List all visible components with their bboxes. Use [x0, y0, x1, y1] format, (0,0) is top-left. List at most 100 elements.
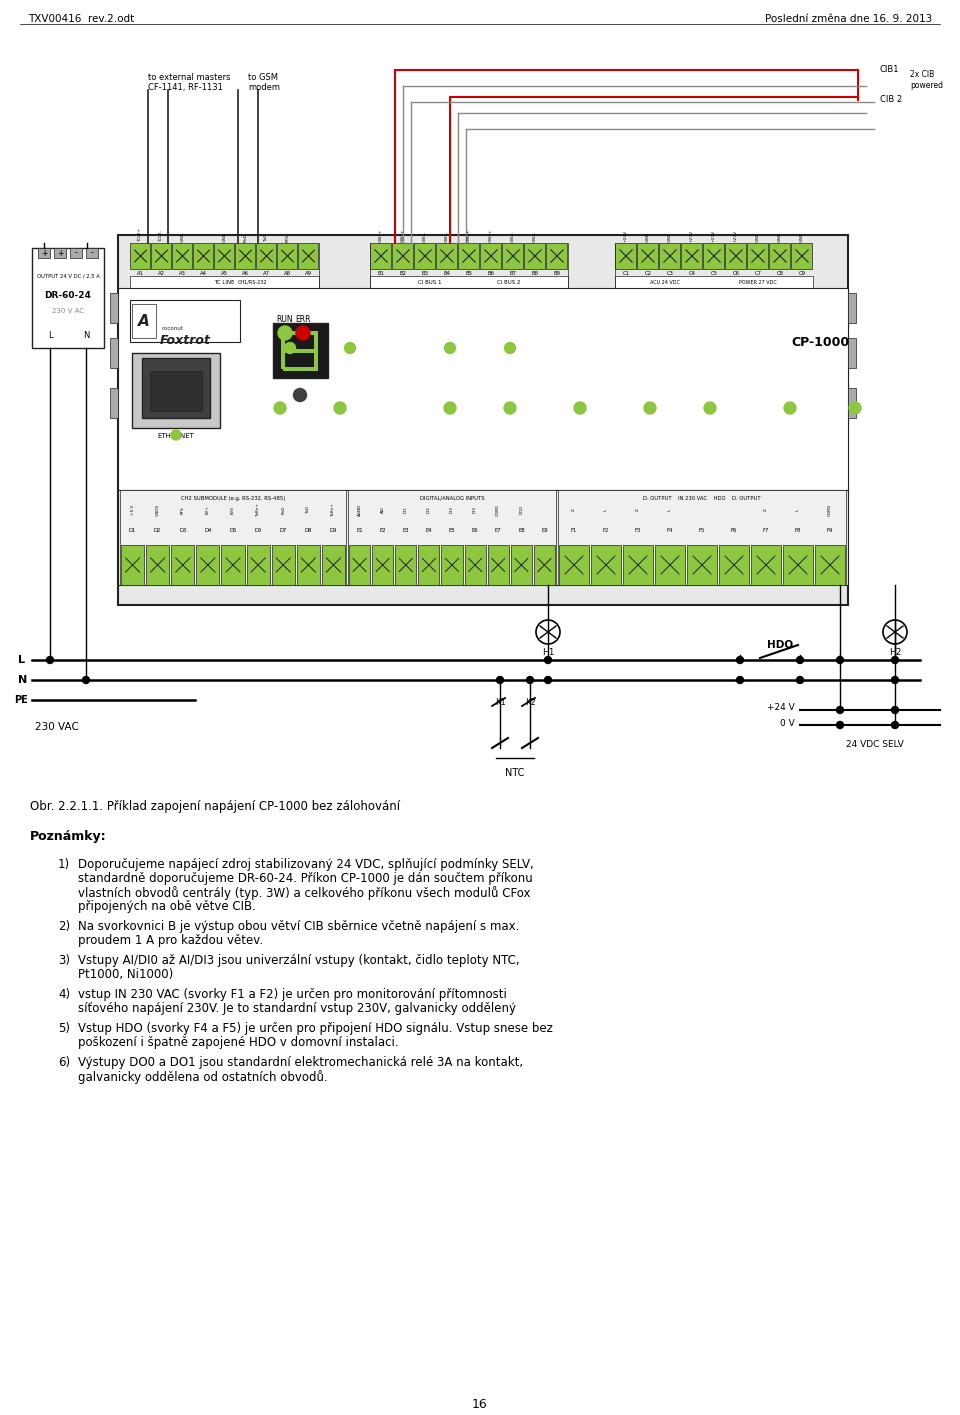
Text: CH1/RS-232: CH1/RS-232	[238, 280, 268, 284]
Bar	[214, 243, 234, 269]
Circle shape	[284, 342, 296, 354]
Text: CIB 2: CIB 2	[880, 95, 902, 105]
Bar	[273, 323, 328, 378]
Text: F5: F5	[699, 528, 706, 533]
Text: CIB1+: CIB1+	[379, 228, 383, 242]
Bar	[502, 243, 523, 269]
Text: CIB1-: CIB1-	[445, 231, 449, 242]
Bar	[524, 243, 545, 269]
Text: 1): 1)	[58, 857, 70, 872]
Text: +5 V: +5 V	[131, 505, 134, 515]
Text: připojených na obě větve CIB.: připojených na obě větve CIB.	[78, 900, 256, 913]
Text: RxD: RxD	[281, 505, 285, 514]
Text: B1: B1	[377, 272, 385, 276]
Text: CH2 SUBMODULE (e.g. RS-232, RS-485): CH2 SUBMODULE (e.g. RS-232, RS-485)	[180, 497, 285, 501]
Bar	[442, 545, 463, 584]
Text: B4: B4	[444, 272, 450, 276]
Text: BT+: BT+	[205, 505, 210, 515]
Text: GND: GND	[756, 232, 760, 242]
Text: CP-1000: CP-1000	[791, 337, 849, 350]
Text: AGND: AGND	[357, 504, 362, 516]
Text: +27V: +27V	[734, 229, 738, 242]
Bar	[118, 490, 848, 584]
Text: C9: C9	[799, 272, 805, 276]
Circle shape	[892, 706, 899, 713]
Bar	[146, 545, 169, 584]
Bar	[392, 243, 413, 269]
Text: POWER 27 VDC: POWER 27 VDC	[738, 280, 777, 284]
Bar	[38, 248, 50, 258]
Bar	[719, 545, 749, 584]
Circle shape	[334, 402, 346, 415]
Circle shape	[274, 402, 286, 415]
Text: Obr. 2.2.1.1. Příklad zapojení napájení CP-1000 bez zálohování: Obr. 2.2.1.1. Příklad zapojení napájení …	[30, 799, 400, 814]
Circle shape	[83, 676, 89, 683]
Bar	[281, 351, 285, 369]
Text: Z: Z	[636, 508, 640, 511]
Bar	[370, 243, 391, 269]
Bar	[222, 545, 245, 584]
Bar	[815, 545, 845, 584]
Bar	[615, 243, 636, 269]
Text: D1: D1	[129, 528, 136, 533]
Text: COM1: COM1	[496, 504, 500, 516]
Text: N: N	[83, 331, 89, 341]
Bar	[132, 304, 156, 338]
Text: D2: D2	[154, 528, 161, 533]
Text: GND: GND	[778, 232, 782, 242]
Bar	[256, 243, 276, 269]
Circle shape	[736, 676, 743, 683]
Bar	[681, 243, 702, 269]
Text: N: N	[18, 675, 27, 685]
Text: GNDS: GNDS	[156, 504, 159, 516]
Bar	[546, 243, 567, 269]
Text: D8: D8	[304, 528, 312, 533]
Text: DI3: DI3	[473, 507, 477, 514]
Text: E4: E4	[425, 528, 432, 533]
Bar	[193, 243, 213, 269]
Bar	[118, 289, 848, 490]
Text: Z: Z	[764, 508, 768, 511]
Text: GND: GND	[180, 232, 184, 242]
Text: D6: D6	[254, 528, 262, 533]
Text: E8: E8	[518, 528, 525, 533]
Bar	[130, 300, 240, 342]
Circle shape	[345, 342, 355, 354]
Circle shape	[171, 430, 181, 440]
Circle shape	[836, 722, 844, 729]
Text: CIB1: CIB1	[880, 65, 900, 75]
Text: 230 V AC: 230 V AC	[52, 308, 84, 314]
Bar	[591, 545, 621, 584]
Circle shape	[505, 342, 516, 354]
Text: CIB2-: CIB2-	[533, 231, 537, 242]
Circle shape	[46, 657, 54, 664]
Bar	[783, 545, 813, 584]
Text: E2: E2	[379, 528, 386, 533]
Text: TxRx+: TxRx+	[331, 504, 335, 516]
Circle shape	[444, 342, 455, 354]
Bar	[247, 545, 270, 584]
Text: DR-60-24: DR-60-24	[44, 291, 91, 300]
Text: C4: C4	[688, 272, 695, 276]
Text: poškození i špatně zapojené HDO v domovní instalaci.: poškození i špatně zapojené HDO v domovn…	[78, 1036, 398, 1049]
Text: E6: E6	[471, 528, 478, 533]
Text: A8: A8	[284, 272, 291, 276]
Circle shape	[892, 657, 899, 664]
Text: CIB2+: CIB2+	[489, 228, 493, 242]
Text: C6: C6	[732, 272, 739, 276]
Bar	[172, 243, 192, 269]
Text: D3: D3	[180, 528, 186, 533]
Text: F7: F7	[763, 528, 769, 533]
Text: Poznámky:: Poznámky:	[30, 831, 107, 843]
Text: +27V: +27V	[690, 229, 694, 242]
Bar	[480, 243, 501, 269]
Text: RTS: RTS	[285, 233, 290, 242]
Bar	[322, 545, 345, 584]
Text: OUTPUT 24 V DC / 2.5 A: OUTPUT 24 V DC / 2.5 A	[36, 273, 100, 277]
Bar	[419, 545, 440, 584]
Bar	[458, 243, 479, 269]
Bar	[655, 545, 685, 584]
Text: B8: B8	[532, 272, 539, 276]
Text: CI BUS 2: CI BUS 2	[497, 280, 520, 284]
Bar	[142, 358, 210, 417]
